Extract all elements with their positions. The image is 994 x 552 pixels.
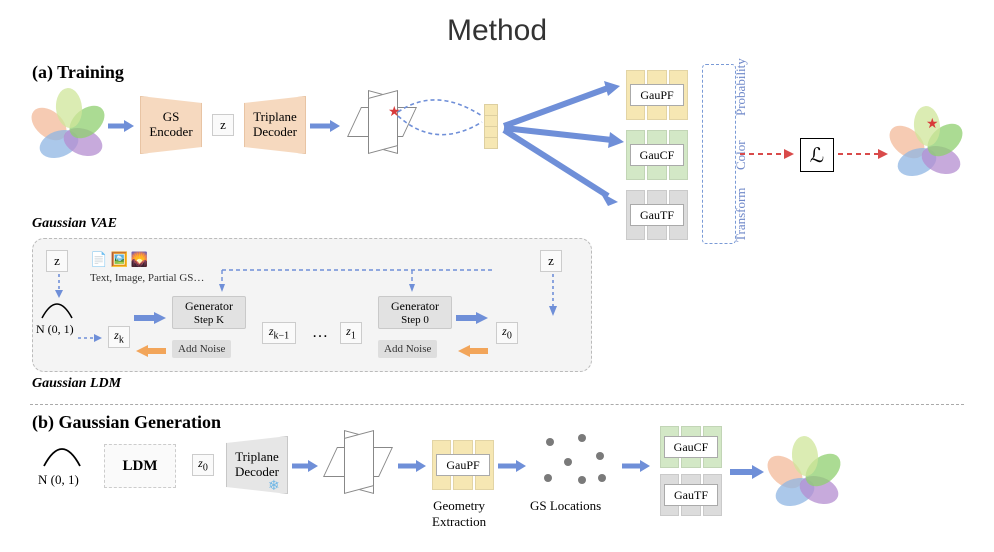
triplane-decoder-label: Triplane Decoder xyxy=(253,110,297,140)
generator-0-block: Generator Step 0 xyxy=(378,296,452,329)
gs-encoder-block: GS Encoder xyxy=(140,96,202,154)
gaussian-ldm-label: Gaussian LDM xyxy=(32,376,121,392)
image-icon: 🖼️ xyxy=(110,252,127,269)
arrow-icon xyxy=(622,458,652,474)
divider xyxy=(30,404,964,405)
arrow-icon xyxy=(498,458,528,474)
gaussian-output-b-icon xyxy=(770,436,840,506)
loss-box: ℒ xyxy=(800,138,834,172)
arrow-icon xyxy=(398,458,428,474)
gaucf-label: GauCF xyxy=(630,144,684,166)
generator-k-block: Generator Step K xyxy=(172,296,246,329)
arrow-red-dash-icon xyxy=(838,146,894,162)
arrow-orange-left-icon xyxy=(456,344,490,358)
dashed-curve-icon xyxy=(396,92,490,152)
section-a-label: (a) Training xyxy=(32,62,124,83)
z0-text: z0 xyxy=(502,324,512,341)
arrow-split-icon xyxy=(500,78,630,218)
arrow-dash-cond-icon xyxy=(222,264,502,294)
z-label-r: z xyxy=(548,253,554,269)
arrow-dash-down-icon xyxy=(53,274,65,300)
feature-vector-icon xyxy=(484,104,498,148)
heads-bracket xyxy=(702,64,736,244)
gautf-label: GauTF xyxy=(630,204,684,226)
generator-label-0: Generator xyxy=(391,299,439,314)
arrow-orange-left-icon xyxy=(134,344,168,358)
arrow-icon xyxy=(292,458,320,474)
gs-encoder-label: GS Encoder xyxy=(149,110,192,140)
z-label: z xyxy=(54,253,60,269)
zk1-latent: zk−1 xyxy=(262,322,296,344)
z-latent-panel-right: z xyxy=(540,250,562,272)
gs-locations-icon xyxy=(534,430,614,490)
add-noise-0: Add Noise xyxy=(378,340,437,358)
gaussian-output-icon: ★ xyxy=(892,106,962,176)
loss-label: ℒ xyxy=(810,143,824,168)
triplane-decoder-block: Triplane Decoder xyxy=(244,96,306,154)
arrow-icon xyxy=(456,310,490,326)
arrow-red-dash-icon xyxy=(740,146,800,162)
step-k-label: Step K xyxy=(194,314,224,326)
add-noise-k: Add Noise xyxy=(172,340,231,358)
snowflake-icon: ❄ xyxy=(268,478,280,495)
ldm-block: LDM xyxy=(104,444,176,488)
geom-caption: Geometry Extraction xyxy=(432,498,486,530)
gaussian-input-icon xyxy=(34,88,104,158)
landscape-icon: 🌄 xyxy=(131,252,148,269)
dist-label-panel: N (0, 1) xyxy=(36,322,74,337)
gaussian-vae-label: Gaussian VAE xyxy=(32,216,117,232)
arrow-icon xyxy=(108,118,136,134)
zk1-text: zk−1 xyxy=(269,324,289,341)
generator-label: Generator xyxy=(185,299,233,314)
trans-label: Transform xyxy=(733,188,749,242)
gaupf-label: GauPF xyxy=(630,84,684,106)
arrow-icon xyxy=(134,310,168,326)
arrow-dash-right-icon xyxy=(78,332,104,344)
z0-latent-b: z0 xyxy=(192,454,214,476)
star-icon: ★ xyxy=(926,116,939,133)
ldm-label: LDM xyxy=(123,458,158,475)
dist-panel xyxy=(40,298,74,320)
z0-latent: z0 xyxy=(496,322,518,344)
zk-latent: zk xyxy=(108,326,130,348)
arrow-icon xyxy=(730,464,764,480)
triplane-decoder-label-b: Triplane Decoder xyxy=(235,450,279,480)
z1-text: z1 xyxy=(346,324,356,341)
doc-icon: 📄 xyxy=(90,252,107,269)
condition-text: Text, Image, Partial GS… xyxy=(90,272,204,284)
dist-bottom xyxy=(42,442,82,468)
gsloc-caption: GS Locations xyxy=(530,498,601,514)
dist-label-bottom: N (0, 1) xyxy=(38,472,79,488)
step-0-label: Step 0 xyxy=(401,314,429,326)
z-latent-panel: z xyxy=(46,250,68,272)
zk-text: zk xyxy=(114,328,124,345)
prob-label: Probability xyxy=(733,58,749,116)
section-b-label: (b) Gaussian Generation xyxy=(32,412,221,433)
z-latent: z xyxy=(212,114,234,136)
triplane-icon-b xyxy=(320,424,398,502)
ellipsis: … xyxy=(312,324,328,342)
condition-icons: 📄 🖼️ 🌄 xyxy=(90,252,148,269)
z1-latent: z1 xyxy=(340,322,362,344)
gaupf-label-b: GauPF xyxy=(436,454,490,476)
z-label: z xyxy=(220,117,226,133)
gautf-label-b: GauTF xyxy=(664,484,718,506)
gaucf-label-b: GauCF xyxy=(664,436,718,458)
page-title: Method xyxy=(447,14,547,48)
arrow-icon xyxy=(310,118,342,134)
arrow-dash-down-icon xyxy=(547,274,559,318)
z0-text-b: z0 xyxy=(198,456,208,473)
